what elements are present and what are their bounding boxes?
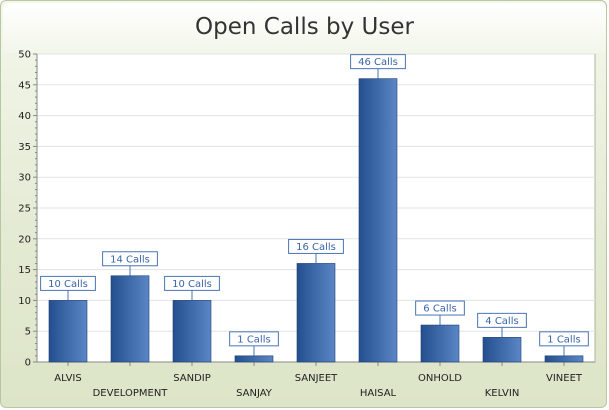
x-tick-label: ONHOLD <box>418 373 462 384</box>
bar-sanjay <box>234 355 274 363</box>
y-tick-label: 15 <box>18 265 31 276</box>
data-label: 1 Calls <box>237 334 270 345</box>
data-label: 10 Calls <box>172 279 212 290</box>
bar-development <box>110 275 150 363</box>
bar-sanjeet <box>296 263 336 363</box>
bar-alvis <box>48 300 88 363</box>
bar-sandip <box>172 300 212 363</box>
x-tick-label: DEVELOPMENT <box>93 388 169 399</box>
y-tick-label: 40 <box>18 111 31 122</box>
bar-kelvin <box>482 337 522 363</box>
bar-haisal <box>358 78 398 363</box>
data-label-box <box>229 331 279 347</box>
y-tick-label: 10 <box>18 296 31 307</box>
x-tick-label: ALVIS <box>54 373 81 384</box>
data-label-box <box>350 54 406 70</box>
data-labels: 10 Calls 14 Calls 10 Calls 1 Calls 16 Calls 4… <box>40 54 589 356</box>
x-tick-label: KELVIN <box>485 388 520 399</box>
y-tick-label: 30 <box>18 173 31 184</box>
y-tick-label: 45 <box>18 80 31 91</box>
y-tick-label: 35 <box>18 142 31 153</box>
y-tick-label: 0 <box>25 358 31 369</box>
y-tick-label: 25 <box>18 204 31 215</box>
data-label: 16 Calls <box>296 242 336 253</box>
data-label: 4 Calls <box>485 316 518 327</box>
data-label-box <box>415 300 465 316</box>
title-band <box>3 3 606 53</box>
y-tick-label: 50 <box>18 50 31 61</box>
x-tick-label: SANDIP <box>173 373 211 384</box>
data-label: 6 Calls <box>423 304 456 315</box>
data-label: 10 Calls <box>48 279 88 290</box>
data-label-box <box>477 312 527 328</box>
y-tick-label: 20 <box>18 234 31 245</box>
x-tick-label: SANJAY <box>236 388 273 399</box>
data-label-box <box>164 275 220 291</box>
x-tick-label: SANJEET <box>295 373 338 384</box>
axes: 0 5 10 15 20 25 30 35 40 45 50 ALVIS DEVELOPMENT SAND… <box>18 50 595 399</box>
data-label-box <box>40 275 96 291</box>
x-tick-label: HAISAL <box>360 388 397 399</box>
data-label-box <box>288 238 344 254</box>
chart-title: Open Calls by User <box>195 14 414 40</box>
x-tick-label: VINEET <box>546 373 583 384</box>
bars <box>48 78 584 363</box>
bar-vineet <box>544 355 584 363</box>
data-label: 46 Calls <box>358 57 398 68</box>
y-tick-label: 5 <box>25 327 31 338</box>
data-label: 14 Calls <box>110 254 150 265</box>
grid-lines <box>37 53 595 332</box>
bar-onhold <box>420 324 460 363</box>
data-label: 1 Calls <box>547 334 580 345</box>
data-label-box <box>102 251 158 267</box>
data-label-box <box>539 331 589 347</box>
